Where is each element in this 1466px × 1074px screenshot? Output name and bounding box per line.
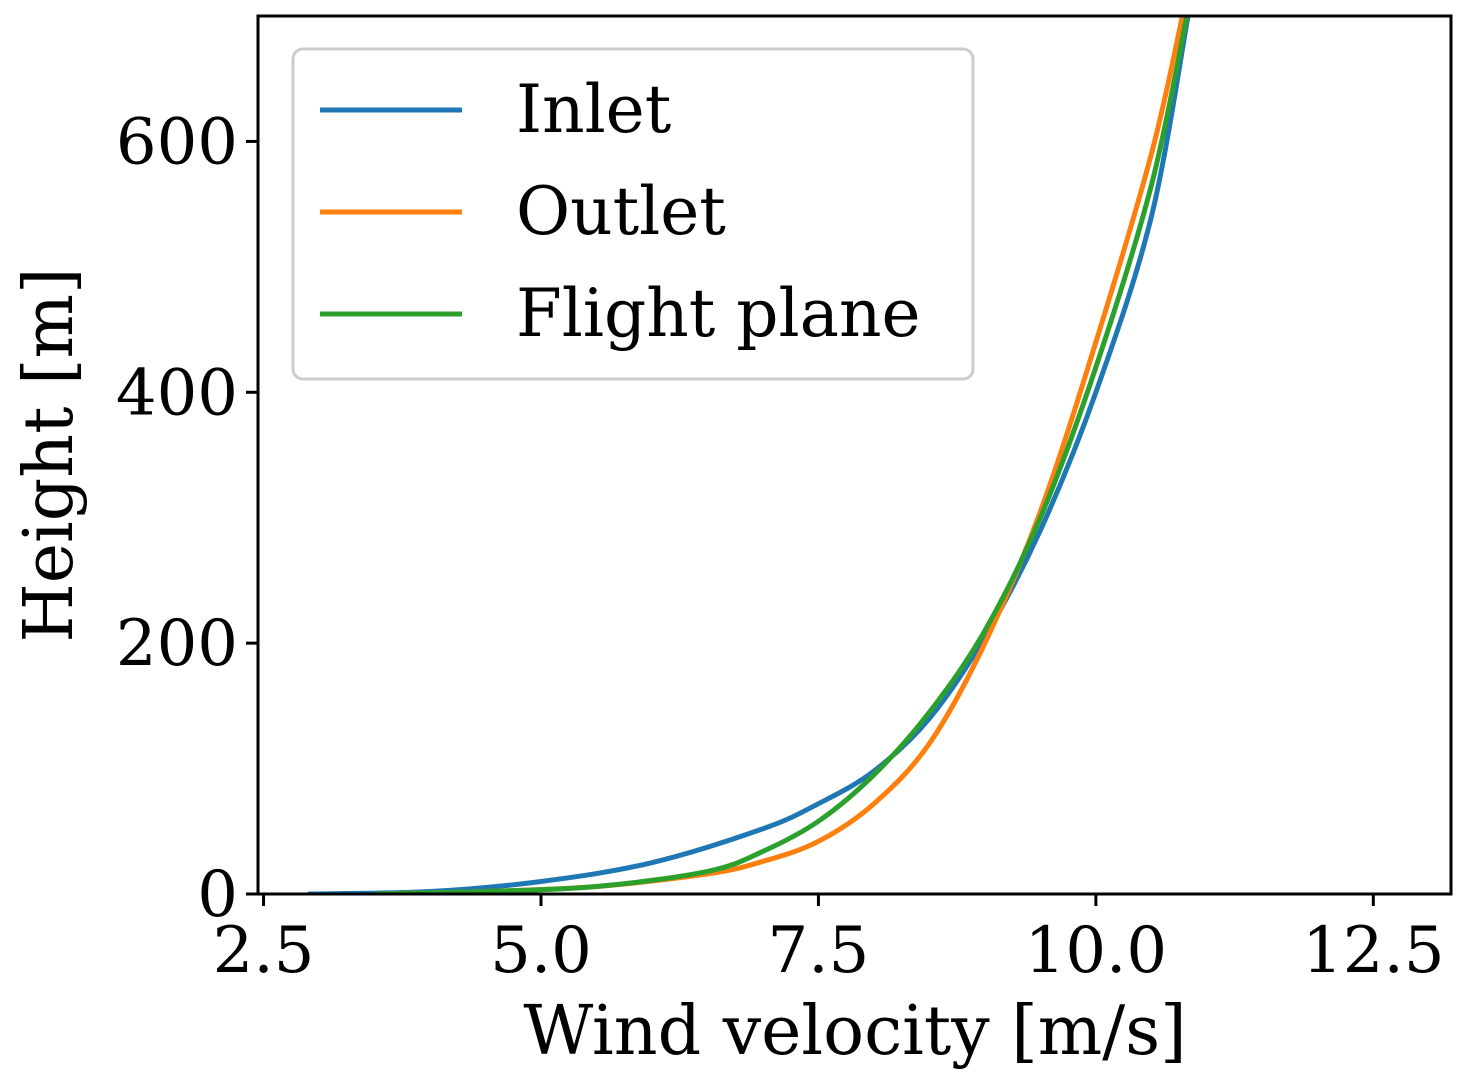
x-axis-label: Wind velocity [m/s] — [523, 992, 1186, 1071]
x-axis-ticks: 2.5 5.0 7.5 10.0 12.5 — [213, 894, 1445, 988]
y-tick-label: 200 — [116, 607, 238, 681]
legend-label: Inlet — [516, 71, 671, 148]
legend-label: Flight plane — [516, 275, 921, 352]
x-tick-label: 5.0 — [490, 914, 592, 988]
x-tick-label: 2.5 — [213, 914, 315, 988]
legend: Inlet Outlet Flight plane — [291, 47, 975, 381]
y-tick-label: 400 — [116, 356, 238, 430]
x-tick-label: 7.5 — [768, 914, 870, 988]
plot-frame — [256, 14, 1453, 896]
y-tick-label: 600 — [116, 105, 238, 179]
x-tick-label: 12.5 — [1302, 914, 1445, 988]
legend-label: Outlet — [516, 173, 726, 250]
y-axis-label: Height [m] — [10, 267, 89, 642]
series-line-flight-plane — [374, 16, 1190, 894]
y-tick-label: 0 — [197, 858, 238, 932]
series-layer — [307, 16, 1191, 894]
legend-box — [291, 47, 975, 381]
y-axis-ticks: 0 200 400 600 — [116, 105, 258, 932]
x-tick-label: 10.0 — [1025, 914, 1168, 988]
